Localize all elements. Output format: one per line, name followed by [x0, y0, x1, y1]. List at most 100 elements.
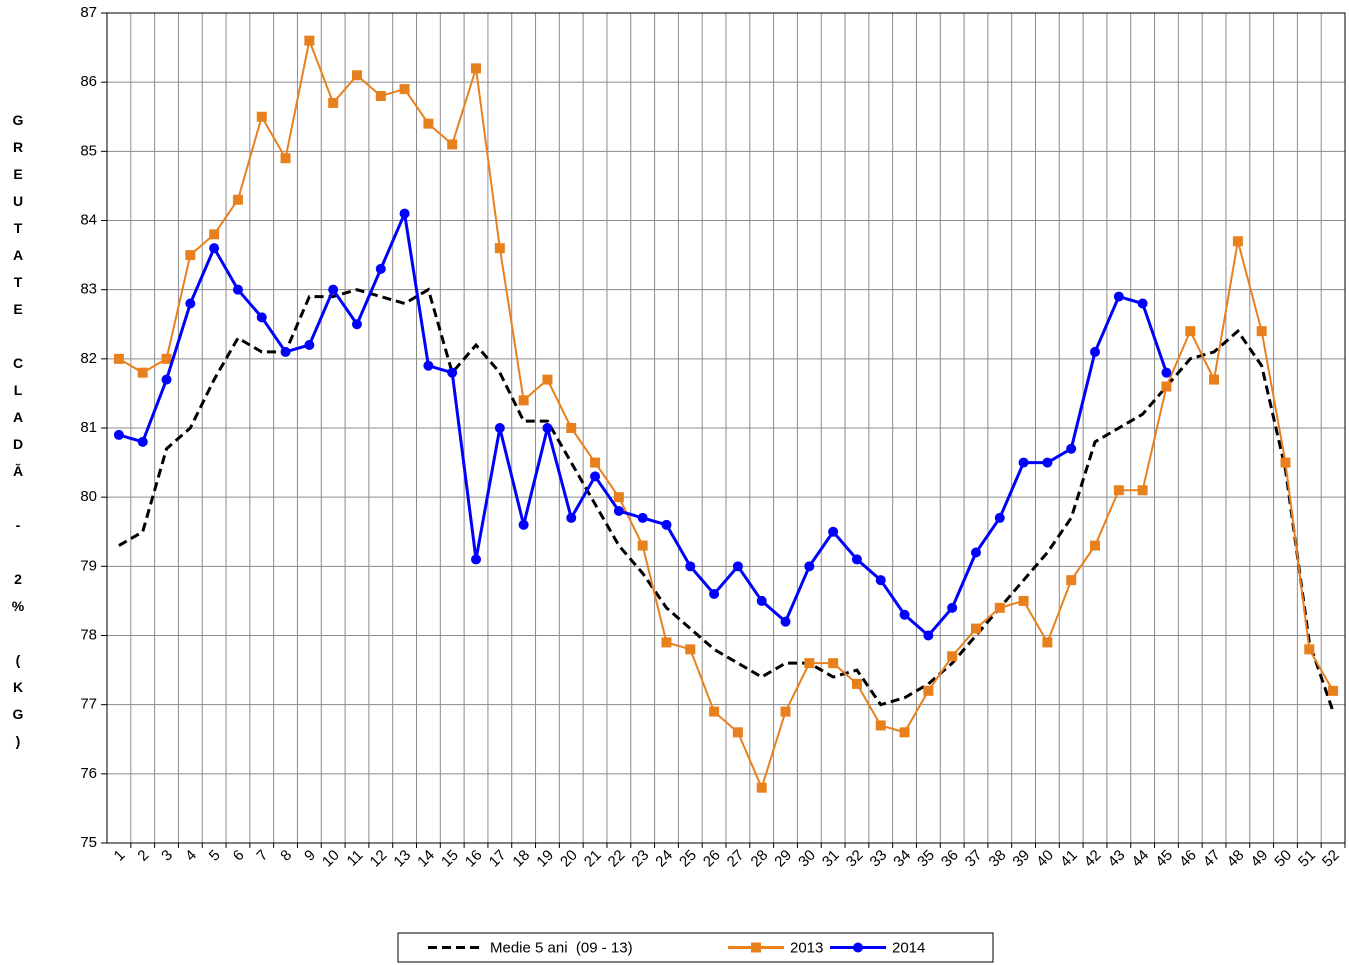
marker — [137, 436, 148, 447]
x-tick-label: 35 — [914, 847, 938, 871]
marker — [494, 243, 505, 254]
marker — [661, 637, 672, 648]
x-tick-label: 8 — [277, 847, 295, 865]
marker — [447, 139, 458, 150]
marker — [447, 367, 458, 378]
marker — [804, 658, 815, 669]
marker — [185, 298, 196, 309]
x-tick-label: 10 — [319, 847, 343, 871]
marker — [280, 153, 291, 164]
x-tick-label: 46 — [1176, 847, 1200, 871]
marker — [804, 561, 815, 572]
marker — [994, 602, 1005, 613]
marker — [923, 630, 934, 641]
marker — [1209, 374, 1220, 385]
marker — [613, 492, 624, 503]
x-tick-label: 31 — [819, 847, 843, 871]
x-tick-label: 11 — [344, 847, 367, 870]
legend: Medie 5 ani (09 - 13) 2013 2014 — [397, 932, 994, 963]
marker — [471, 63, 482, 74]
marker — [518, 395, 529, 406]
x-tick-label: 26 — [700, 847, 724, 871]
marker — [756, 595, 767, 606]
marker — [756, 782, 767, 793]
marker — [280, 346, 291, 357]
marker — [494, 423, 505, 433]
x-tick-label: 42 — [1081, 847, 1105, 871]
marker — [113, 353, 124, 364]
marker — [185, 250, 196, 261]
marker — [709, 589, 720, 599]
x-tick-label: 27 — [724, 847, 748, 871]
x-tick-label: 4 — [182, 847, 200, 865]
marker — [1328, 685, 1339, 696]
marker — [161, 353, 172, 364]
marker — [1066, 443, 1077, 454]
y-tick-label: 84 — [80, 211, 97, 228]
marker — [1113, 291, 1124, 302]
marker — [613, 506, 624, 516]
x-tick-label: 21 — [581, 847, 605, 871]
x-tick-label: 9 — [301, 847, 319, 865]
x-tick-label: 30 — [795, 847, 819, 871]
marker — [256, 111, 267, 122]
x-tick-label: 16 — [462, 847, 486, 871]
x-tick-label: 18 — [509, 847, 533, 871]
marker — [542, 374, 553, 385]
x-tick-label: 20 — [557, 847, 581, 871]
x-tick-label: 2 — [134, 847, 152, 865]
marker — [566, 423, 577, 433]
marker — [113, 429, 124, 440]
marker — [1018, 595, 1029, 606]
x-tick-label: 28 — [748, 847, 772, 871]
x-tick-label: 51 — [1295, 847, 1319, 871]
y-axis-label: GREUTATE CLADĂ - 2% (KG) — [10, 112, 26, 760]
y-tick-label: 75 — [80, 834, 97, 851]
y-tick-label: 80 — [80, 488, 97, 505]
y-tick-label: 86 — [80, 73, 97, 90]
marker — [875, 575, 886, 586]
marker — [209, 243, 220, 254]
marker — [328, 97, 339, 108]
marker — [851, 554, 862, 565]
marker — [875, 720, 886, 731]
marker — [566, 512, 577, 523]
x-tick-label: 5 — [206, 847, 224, 865]
marker — [1232, 236, 1243, 247]
x-tick-label: 37 — [962, 847, 986, 871]
marker — [732, 561, 743, 572]
marker — [685, 561, 696, 572]
marker — [304, 35, 315, 46]
marker — [1113, 485, 1124, 496]
marker — [685, 644, 696, 655]
marker — [1185, 326, 1196, 337]
x-tick-label: 23 — [628, 847, 652, 871]
x-tick-label: 24 — [652, 847, 676, 871]
marker — [899, 727, 910, 738]
marker — [351, 319, 362, 330]
x-tick-label: 47 — [1200, 847, 1224, 871]
marker — [709, 706, 720, 717]
x-tick-label: 3 — [158, 847, 176, 865]
marker — [137, 367, 148, 378]
marker — [351, 70, 362, 81]
marker — [328, 284, 339, 295]
marker — [1042, 457, 1053, 468]
marker — [423, 118, 434, 129]
x-tick-label: 7 — [253, 847, 271, 865]
marker — [1090, 346, 1101, 357]
x-tick-label: 34 — [890, 847, 914, 871]
x-tick-label: 17 — [486, 847, 510, 871]
marker — [994, 512, 1005, 523]
marker — [375, 91, 386, 101]
legend-box — [397, 932, 994, 963]
x-tick-label: 40 — [1033, 847, 1057, 871]
marker — [232, 194, 243, 205]
marker — [232, 284, 243, 295]
marker — [1161, 367, 1172, 378]
x-tick-label: 45 — [1152, 847, 1176, 871]
marker — [828, 526, 839, 537]
marker — [661, 519, 672, 530]
legend-label: 2013 — [790, 939, 823, 956]
marker — [1161, 381, 1172, 392]
